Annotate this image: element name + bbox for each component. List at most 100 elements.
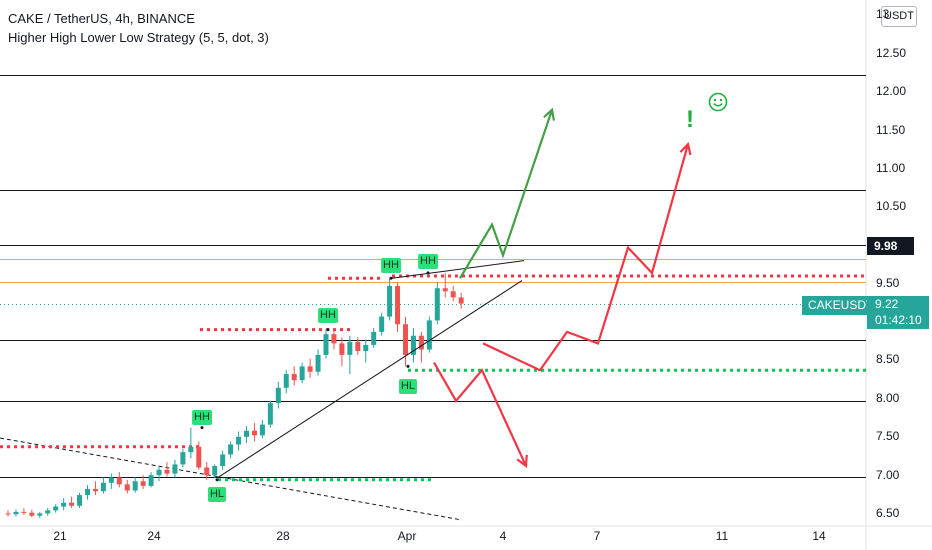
pivot-marker	[200, 426, 204, 430]
candle-body	[132, 481, 138, 491]
y-tick-label: 9.50	[876, 276, 900, 290]
current-price-tag: 9.22 01:42:10	[867, 296, 929, 329]
candle-body	[124, 484, 130, 491]
chart-legend: CAKE / TetherUS, 4h, BINANCE Higher High…	[8, 9, 269, 47]
y-tick-label: 10.50	[876, 199, 907, 213]
candle-body	[100, 482, 106, 492]
candle-body	[442, 288, 448, 292]
candle-body	[450, 291, 456, 298]
y-tick-label: 12.00	[876, 84, 907, 98]
pivot-marker	[326, 328, 330, 332]
candle-body	[291, 374, 297, 381]
indicator-line[interactable]: Higher High Lower Low Strategy (5, 5, do…	[8, 30, 269, 45]
pivot-tag-hl: HL	[207, 487, 227, 502]
x-tick-label: 14	[812, 529, 826, 543]
y-tick-label: 8.50	[876, 352, 900, 366]
x-tick-label: 11	[715, 529, 729, 543]
candle-body	[108, 477, 114, 483]
pivot-tag-hh: HH	[318, 308, 338, 323]
candle-body	[53, 506, 59, 511]
pivot-tag-hh: HH	[418, 254, 438, 269]
deep-bear-path	[433, 361, 527, 467]
y-tick-label: 7.50	[876, 429, 900, 443]
candle-body	[228, 444, 234, 455]
candle-body	[180, 452, 186, 465]
candle-body	[259, 424, 265, 436]
candle-body	[355, 341, 361, 352]
pivot-tag-hl: HL	[398, 379, 418, 394]
bear-arrowhead	[679, 142, 692, 156]
x-tick-label: 24	[147, 529, 161, 543]
candle-body	[275, 387, 281, 404]
candle-body	[395, 285, 401, 325]
bull-arrowhead	[543, 107, 556, 121]
candle-body	[21, 511, 27, 513]
candle-body	[37, 513, 43, 516]
deep-bear-arrowhead	[516, 454, 528, 469]
candle-body	[140, 481, 146, 486]
candle-body	[212, 465, 218, 476]
symbol-price-tag: CAKEUSDT	[802, 296, 880, 315]
x-tick-label: 21	[53, 529, 67, 543]
pivot-tag-hh: HH	[381, 258, 401, 273]
candle-body	[323, 334, 329, 355]
pivot-marker	[406, 364, 410, 368]
y-tick-label: 7.00	[876, 468, 900, 482]
pivot-tag-hh: HH	[192, 410, 212, 425]
bear-scenario-path	[482, 143, 690, 372]
y-tick-label: 6.50	[876, 506, 900, 520]
candle-body	[403, 324, 408, 355]
candle-body	[5, 513, 11, 515]
y-tick-label: 8.00	[876, 391, 900, 405]
y-tick-label: 13	[876, 7, 890, 21]
candle-body	[371, 331, 377, 345]
candle-body	[283, 374, 289, 388]
candle-body	[379, 316, 385, 332]
candle-body	[434, 288, 440, 321]
candle-body	[196, 446, 202, 468]
x-tick-label: 4	[499, 529, 507, 543]
currency-button[interactable]: USDT	[881, 6, 917, 27]
bar-countdown: 01:42:10	[875, 313, 922, 327]
candle-body	[92, 488, 98, 492]
exclamation-icon: !	[686, 106, 694, 133]
candle-body	[77, 495, 83, 506]
candle-body	[29, 512, 35, 516]
candle-body	[45, 510, 51, 514]
candle-body	[188, 446, 194, 453]
dashed-trendline	[0, 437, 463, 521]
candle-body	[426, 320, 432, 350]
candle-body	[315, 354, 321, 372]
candle-body	[220, 454, 226, 466]
symbol-line[interactable]: CAKE / TetherUS, 4h, BINANCE	[8, 11, 195, 26]
candle-body	[410, 335, 416, 355]
candle-body	[85, 488, 90, 496]
candle-body	[61, 502, 67, 507]
level-price-label: 9.98	[867, 237, 914, 255]
candle-body	[156, 469, 162, 476]
y-tick-label: 11.50	[876, 123, 906, 137]
candle-body	[387, 285, 393, 317]
candle-body	[299, 366, 305, 381]
candle-body	[116, 477, 122, 485]
y-tick-label: 12.50	[876, 46, 907, 60]
smiley-icon	[708, 92, 728, 112]
bull-scenario-path	[459, 109, 554, 279]
candle-body	[363, 344, 369, 352]
candle-body	[267, 403, 273, 425]
candle-body	[164, 469, 170, 474]
y-tick-label: 11.00	[876, 161, 906, 175]
pivot-marker	[426, 271, 430, 275]
candle-body	[13, 511, 19, 515]
pivot-marker	[389, 276, 393, 280]
upper-trendline	[391, 260, 525, 279]
candle-body	[331, 334, 337, 344]
candle-body	[69, 502, 75, 506]
candle-body	[418, 335, 424, 350]
candle-body	[339, 343, 345, 355]
pivot-marker	[215, 478, 219, 482]
candle-body	[148, 475, 154, 486]
candle-body	[172, 464, 178, 474]
